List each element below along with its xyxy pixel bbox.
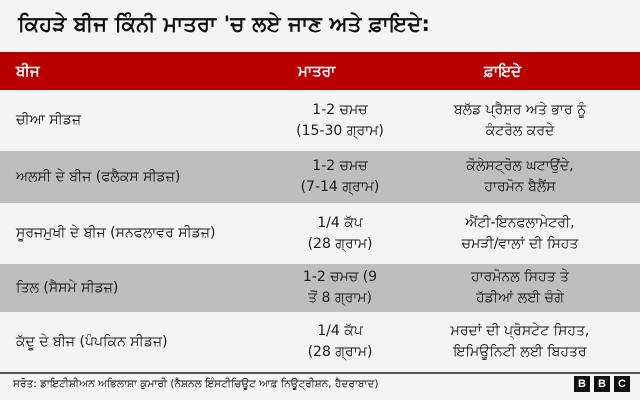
column-header-seed: ਬੀਜ bbox=[16, 62, 40, 80]
benefits-cell: ਬਲੱਡ ਪ੍ਰੈਸ਼ਰ ਅਤੇ ਭਾਰ ਨੂੰ ਕੰਟਰੋਲ ਕਰਦੇ bbox=[400, 100, 640, 142]
benefits-cell: ਹਾਰਮੋਨਲ ਸਿਹਤ ਤੇ ਹੱਡੀਆਂ ਲਈ ਚੰਗੇ bbox=[400, 267, 640, 309]
bbc-logo-letter: B bbox=[574, 376, 590, 392]
benefits-line: ਇਮਿਊਨਿਟੀ ਲਈ ਬਿਹਤਰ bbox=[453, 344, 587, 360]
table-row: ਅਲਸੀ ਦੇ ਬੀਜ (ਫਲੈਕਸ ਸੀਡਜ਼) 1-2 ਚਮਚ (7-14 … bbox=[0, 151, 640, 203]
page-title: ਕਿਹੜੇ ਬੀਜ ਕਿੰਨੀ ਮਾਤਰਾ 'ਚ ਲਏ ਜਾਣ ਅਤੇ ਫ਼ਾਇ… bbox=[18, 12, 431, 36]
seed-name: ਅਲਸੀ ਦੇ ਬੀਜ (ਫਲੈਕਸ ਸੀਡਜ਼) bbox=[16, 168, 181, 185]
benefits-line: ਕੋਲੇਸਟ੍ਰੋਲ ਘਟਾਉਂਦੇ, bbox=[466, 158, 574, 174]
table-header: ਬੀਜ ਮਾਤਰਾ ਫ਼ਾਇਦੇ bbox=[0, 52, 640, 90]
quantity-cell: 1-2 ਚਮਚ (7-14 ਗ੍ਰਾਮ) bbox=[280, 156, 400, 198]
quantity-line: 1-2 ਚਮਚ bbox=[312, 101, 368, 118]
table-row: ਤਿਲ (ਸੈਸਮੇ ਸੀਡਜ਼) 1-2 ਚਮਚ (9 ਤੋਂ 8 ਗ੍ਰਾਮ… bbox=[0, 264, 640, 312]
seed-name: ਚੀਆ ਸੀਡਜ਼ bbox=[16, 112, 82, 128]
column-header-quantity: ਮਾਤਰਾ bbox=[298, 62, 336, 80]
seed-name: ਤਿਲ (ਸੈਸਮੇ ਸੀਡਜ਼) bbox=[16, 279, 119, 296]
source-credit: ਸਰੋਤ: ਡਾਇਟੀਸ਼ੀਅਨ ਅਭਿਲਾਸ਼ਾ ਕੁਮਾਰੀ (ਨੈਸ਼ਨਲ… bbox=[13, 378, 379, 390]
benefits-line: ਐਂਟੀ-ਇਨਫਲਾਮੇਟਰੀ, bbox=[465, 214, 575, 231]
seeds-table: ਬੀਜ ਮਾਤਰਾ ਫ਼ਾਇਦੇ ਚੀਆ ਸੀਡਜ਼ 1-2 ਚਮਚ (15-3… bbox=[0, 52, 640, 372]
seed-name: ਕੱਦੂ ਦੇ ਬੀਜ (ਪੰਪਕਿਨ ਸੀਡਜ਼) bbox=[16, 333, 168, 350]
table-row: ਚੀਆ ਸੀਡਜ਼ 1-2 ਚਮਚ (15-30 ਗ੍ਰਾਮ) ਬਲੱਡ ਪ੍ਰ… bbox=[0, 90, 640, 151]
benefits-cell: ਮਰਦਾਂ ਦੀ ਪ੍ਰੋਸਟੇਟ ਸਿਹਤ, ਇਮਿਊਨਿਟੀ ਲਈ ਬਿਹਤ… bbox=[400, 321, 640, 363]
quantity-line: (28 ਗ੍ਰਾਮ) bbox=[307, 235, 373, 252]
quantity-line: ਤੋਂ 8 ਗ੍ਰਾਮ) bbox=[308, 290, 372, 306]
quantity-cell: 1-2 ਚਮਚ (15-30 ਗ੍ਰਾਮ) bbox=[280, 100, 400, 142]
seed-name: ਸੂਰਜਮੁਖੀ ਦੇ ਬੀਜ (ਸਨਫਲਾਵਰ ਸੀਡਜ਼) bbox=[16, 225, 216, 241]
quantity-line: 1-2 ਚਮਚ (9 bbox=[302, 269, 378, 285]
quantity-line: 1-2 ਚਮਚ bbox=[312, 158, 368, 174]
benefits-cell: ਕੋਲੇਸਟ੍ਰੋਲ ਘਟਾਉਂਦੇ, ਹਾਰਮੋਨ ਬੈਲੈਂਸ bbox=[400, 156, 640, 198]
benefits-line: ਹਾਰਮੋਨ ਬੈਲੈਂਸ bbox=[484, 179, 556, 195]
quantity-cell: 1/4 ਕੱਪ (28 ਗ੍ਰਾਮ) bbox=[280, 213, 400, 255]
benefits-line: ਹੱਡੀਆਂ ਲਈ ਚੰਗੇ bbox=[476, 290, 564, 306]
benefits-line: ਹਾਰਮੋਨਲ ਸਿਹਤ ਤੇ bbox=[471, 269, 569, 285]
quantity-line: (7-14 ਗ੍ਰਾਮ) bbox=[300, 179, 380, 195]
benefits-cell: ਐਂਟੀ-ਇਨਫਲਾਮੇਟਰੀ, ਚਮੜੀ/ਵਾਲਾਂ ਦੀ ਸਿਹਤ bbox=[400, 213, 640, 255]
table-row: ਸੂਰਜਮੁਖੀ ਦੇ ਬੀਜ (ਸਨਫਲਾਵਰ ਸੀਡਜ਼) 1/4 ਕੱਪ … bbox=[0, 203, 640, 264]
column-header-benefits: ਫ਼ਾਇਦੇ bbox=[484, 62, 522, 80]
quantity-line: (28 ਗ੍ਰਾਮ) bbox=[307, 344, 373, 360]
quantity-cell: 1-2 ਚਮਚ (9 ਤੋਂ 8 ਗ੍ਰਾਮ) bbox=[280, 267, 400, 309]
benefits-line: ਬਲੱਡ ਪ੍ਰੈਸ਼ਰ ਅਤੇ ਭਾਰ ਨੂੰ bbox=[453, 101, 587, 118]
benefits-line: ਚਮੜੀ/ਵਾਲਾਂ ਦੀ ਸਿਹਤ bbox=[461, 235, 579, 252]
benefits-line: ਕੰਟਰੋਲ ਕਰਦੇ bbox=[485, 122, 555, 139]
table-row: ਕੱਦੂ ਦੇ ਬੀਜ (ਪੰਪਕਿਨ ਸੀਡਜ਼) 1/4 ਕੱਪ (28 ਗ… bbox=[0, 312, 640, 372]
bbc-logo-letter: C bbox=[614, 376, 630, 392]
bbc-logo: B B C bbox=[574, 376, 630, 392]
quantity-line: 1/4 ਕੱਪ bbox=[317, 323, 363, 339]
bbc-logo-letter: B bbox=[594, 376, 610, 392]
quantity-line: 1/4 ਕੱਪ bbox=[317, 214, 363, 231]
benefits-line: ਮਰਦਾਂ ਦੀ ਪ੍ਰੋਸਟੇਟ ਸਿਹਤ, bbox=[450, 323, 590, 339]
quantity-line: (15-30 ਗ੍ਰਾਮ) bbox=[296, 122, 384, 139]
footer-divider bbox=[0, 372, 640, 374]
quantity-cell: 1/4 ਕੱਪ (28 ਗ੍ਰਾਮ) bbox=[280, 321, 400, 363]
